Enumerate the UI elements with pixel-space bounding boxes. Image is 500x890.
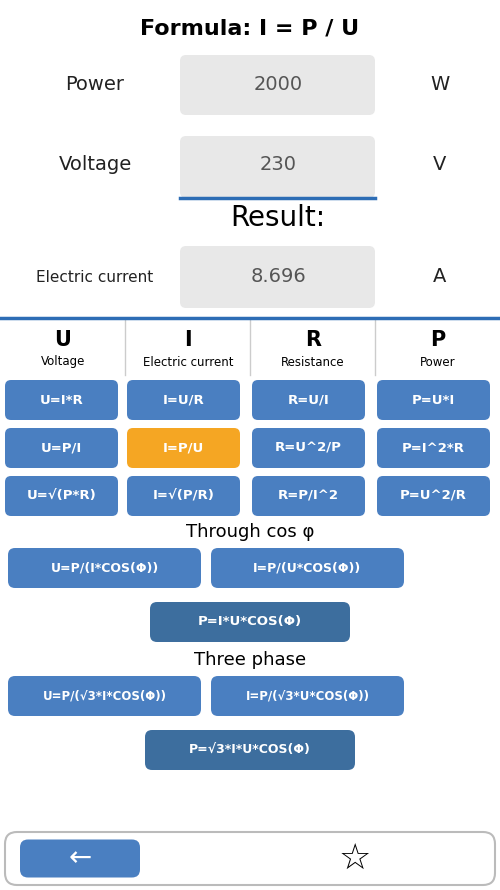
FancyBboxPatch shape [127,380,240,420]
Text: I=P/(√3*U*COS(Φ)): I=P/(√3*U*COS(Φ)) [246,690,370,702]
Text: R=U^2/P: R=U^2/P [275,441,342,455]
FancyBboxPatch shape [20,839,140,878]
Text: Result:: Result: [230,204,326,232]
Text: Three phase: Three phase [194,651,306,669]
Text: U=√(P*R): U=√(P*R) [26,490,96,503]
FancyBboxPatch shape [5,476,118,516]
Text: Electric current: Electric current [36,270,154,285]
Text: U=P/I: U=P/I [41,441,82,455]
Text: I=U/R: I=U/R [162,393,204,407]
Text: ☆: ☆ [339,842,371,876]
FancyBboxPatch shape [377,428,490,468]
Text: Voltage: Voltage [58,156,132,174]
Text: W: W [430,76,450,94]
Text: R: R [305,330,321,350]
FancyBboxPatch shape [252,380,365,420]
FancyBboxPatch shape [180,136,375,198]
Text: I=P/U: I=P/U [163,441,204,455]
FancyBboxPatch shape [150,602,350,642]
Text: A: A [434,268,446,287]
Text: P=I^2*R: P=I^2*R [402,441,465,455]
Text: Formula: I = P / U: Formula: I = P / U [140,18,360,38]
Text: 230: 230 [260,156,296,174]
Text: Power: Power [420,355,456,368]
Text: R=U/I: R=U/I [288,393,330,407]
Text: P=U*I: P=U*I [412,393,455,407]
FancyBboxPatch shape [252,476,365,516]
FancyBboxPatch shape [180,246,375,308]
FancyBboxPatch shape [211,676,404,716]
FancyBboxPatch shape [377,476,490,516]
Text: 8.696: 8.696 [250,268,306,287]
Text: ←: ← [68,845,92,872]
Text: P=√3*I*U*COS(Φ): P=√3*I*U*COS(Φ) [189,743,311,756]
Text: Power: Power [66,76,124,94]
Text: U: U [54,330,72,350]
Text: I=√(P/R): I=√(P/R) [152,490,214,503]
Text: I=P/(U*COS(Φ)): I=P/(U*COS(Φ)) [254,562,362,575]
Text: U=P/(√3*I*COS(Φ)): U=P/(√3*I*COS(Φ)) [42,690,166,702]
FancyBboxPatch shape [5,428,118,468]
FancyBboxPatch shape [377,380,490,420]
FancyBboxPatch shape [127,428,240,468]
Text: P=U^2/R: P=U^2/R [400,490,467,503]
FancyBboxPatch shape [252,428,365,468]
Text: R=P/I^2: R=P/I^2 [278,490,339,503]
FancyBboxPatch shape [180,55,375,115]
FancyBboxPatch shape [145,730,355,770]
FancyBboxPatch shape [127,476,240,516]
FancyBboxPatch shape [5,832,495,885]
FancyBboxPatch shape [8,548,201,588]
FancyBboxPatch shape [8,676,201,716]
Text: Through cos φ: Through cos φ [186,523,314,541]
Text: P=I*U*COS(Φ): P=I*U*COS(Φ) [198,616,302,628]
Text: Electric current: Electric current [143,355,233,368]
Text: U=I*R: U=I*R [40,393,84,407]
FancyBboxPatch shape [211,548,404,588]
Text: Voltage: Voltage [41,355,85,368]
Text: 2000: 2000 [254,76,302,94]
Text: Resistance: Resistance [281,355,345,368]
Text: U=P/(I*COS(Φ)): U=P/(I*COS(Φ)) [50,562,158,575]
FancyBboxPatch shape [5,380,118,420]
Text: V: V [434,156,446,174]
Text: I: I [184,330,192,350]
Text: P: P [430,330,446,350]
